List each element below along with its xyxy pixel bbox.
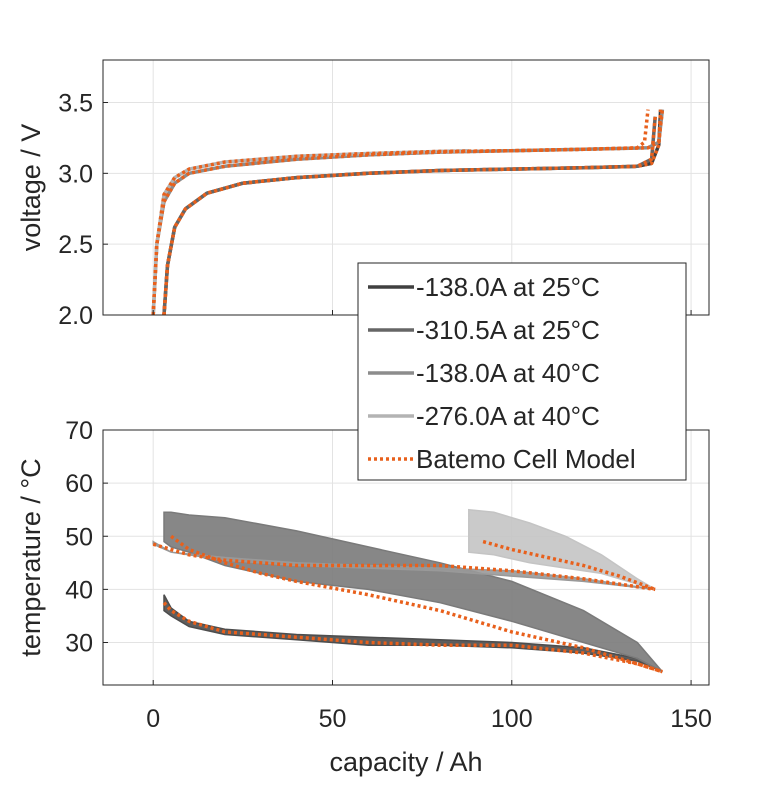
x-axis-label: capacity / Ah [329,747,482,777]
model-series-1 [162,116,657,315]
y-tick-label: 70 [65,417,93,445]
y-axis-label: temperature / °C [16,458,46,656]
y-tick-label: 60 [65,470,93,498]
x-tick-label: 100 [491,705,533,733]
y-tick-label: 30 [65,630,93,658]
y-tick-label: 2.0 [58,302,93,330]
legend-label-2: -138.0A at 40°C [416,358,600,388]
legend: -138.0A at 25°C -310.5A at 25°C -138.0A at… [357,262,687,481]
x-tick-label: 0 [146,705,160,733]
y-tick-label: 3.0 [58,160,93,188]
y-tick-label: 40 [65,576,93,604]
x-tick-label: 50 [319,705,347,733]
y-tick-label: 2.5 [58,231,93,259]
legend-label-1: -310.5A at 25°C [416,315,600,345]
model-series-0 [162,601,663,674]
plot-layer [151,109,665,315]
legend-label-3: -276.0A at 40°C [416,401,600,431]
model-series-2 [152,542,656,592]
x-tick-label: 150 [670,705,712,733]
plot-layer [152,508,663,674]
legend-label-4: Batemo Cell Model [416,444,636,474]
y-tick-label: 50 [65,523,93,551]
model-series-3 [151,109,650,315]
y-tick-label: 3.5 [58,90,93,118]
legend-label-0: -138.0A at 25°C [416,272,600,302]
voltage-axes: 2.0 2.5 3.0 3.5 voltage / V [16,59,710,330]
y-axis-label: voltage / V [16,124,46,252]
model-series-0 [162,109,663,315]
model-series-3 [482,539,656,592]
